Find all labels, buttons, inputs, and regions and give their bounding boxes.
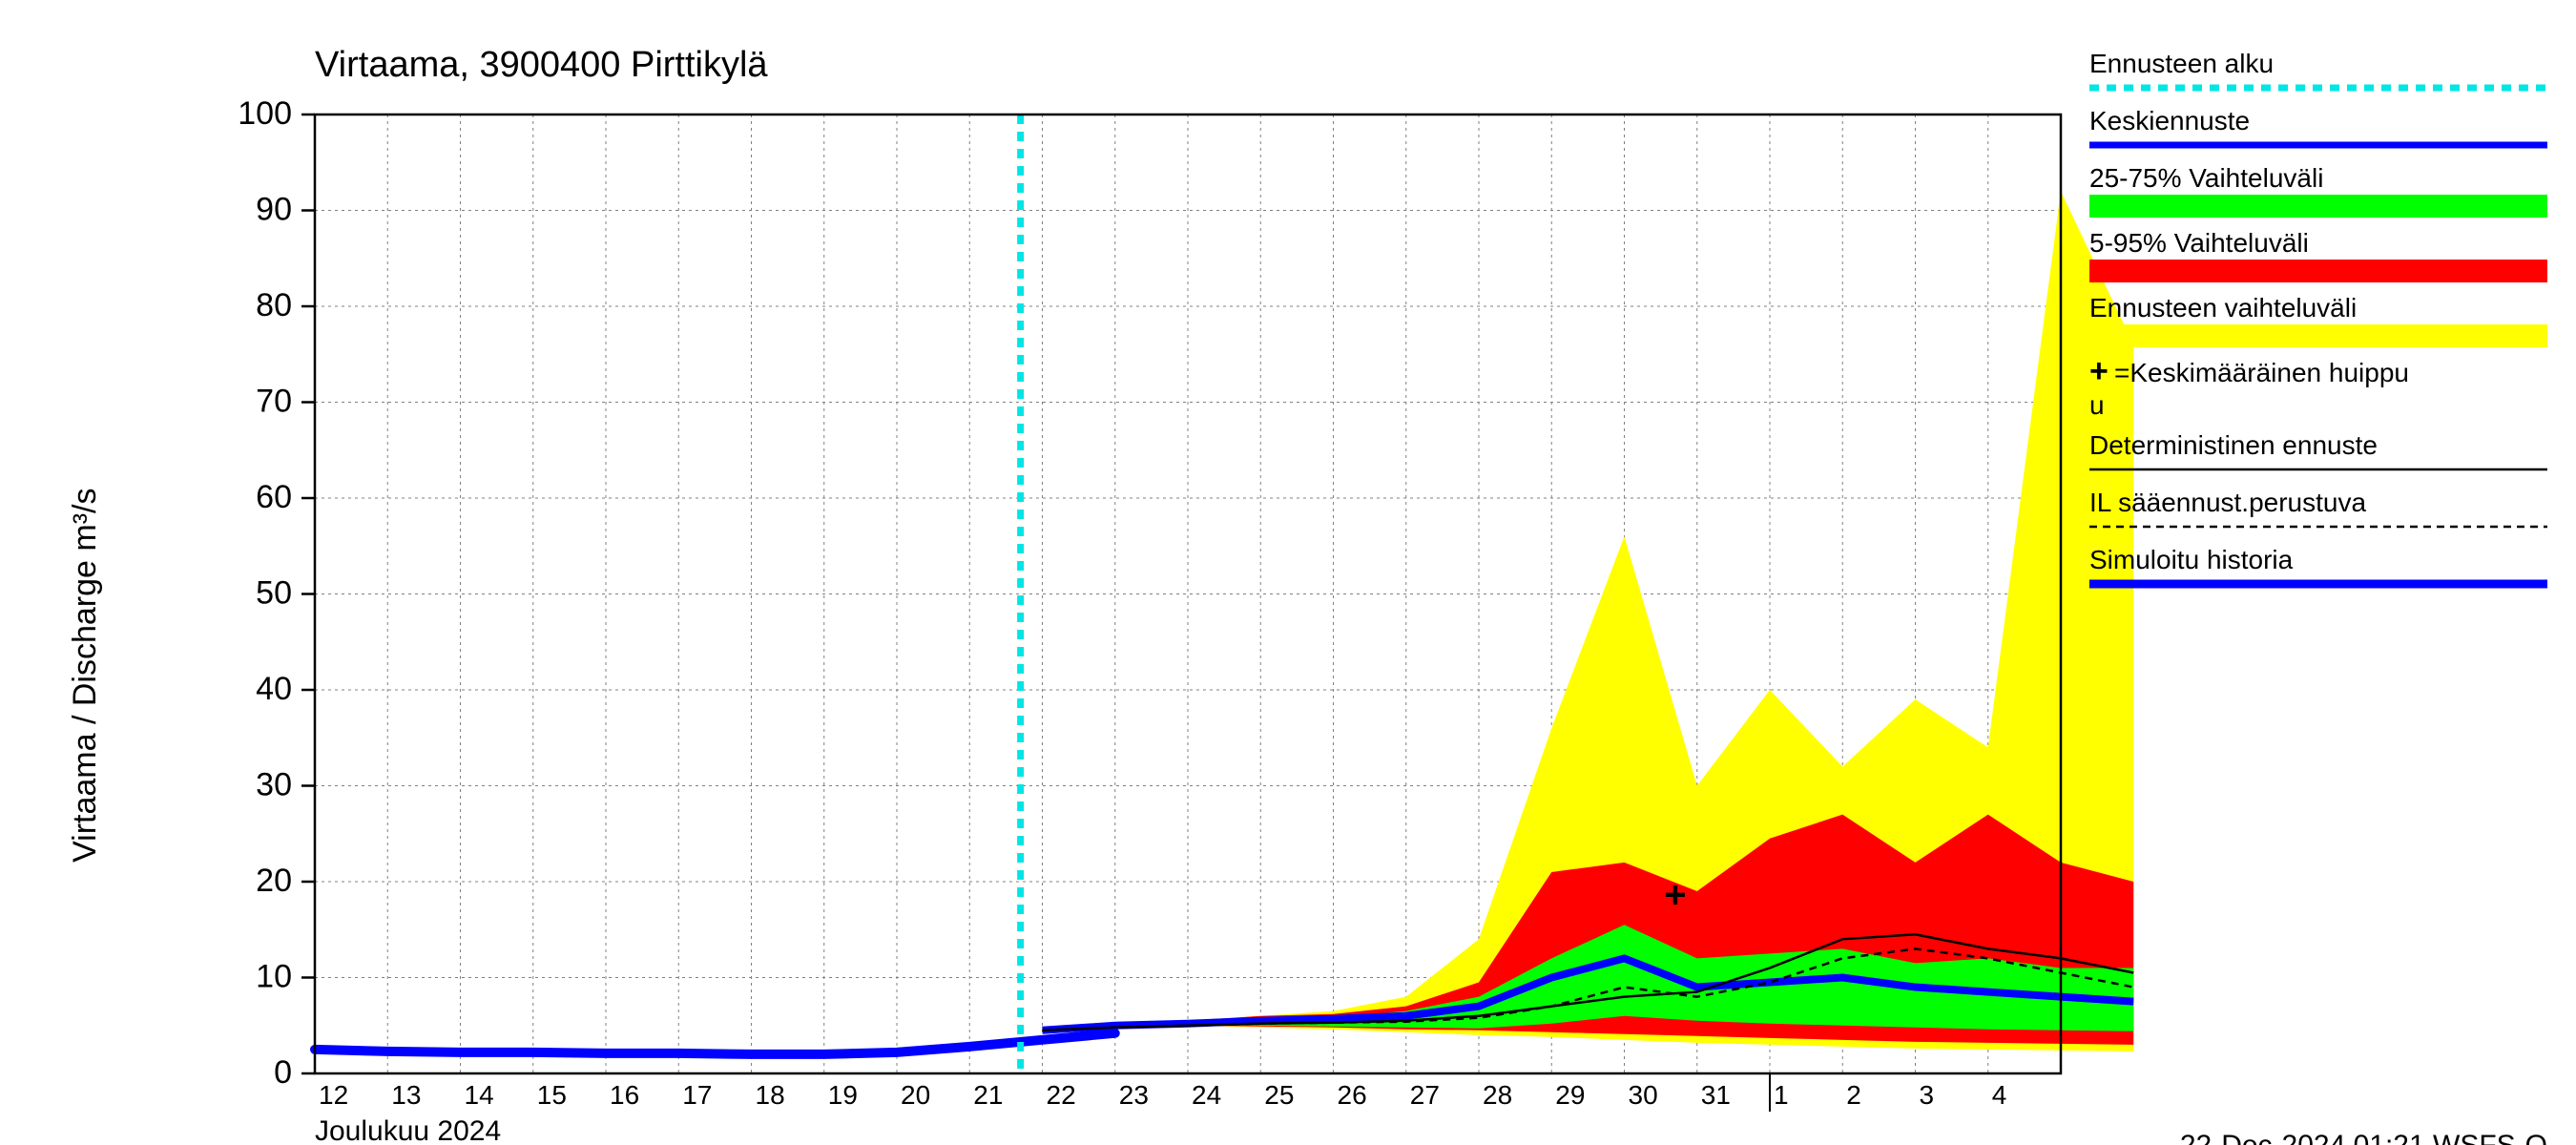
- x-tick-label: 18: [756, 1080, 785, 1110]
- x-tick-label: 16: [610, 1080, 639, 1110]
- x-tick-label: 1: [1774, 1080, 1789, 1110]
- legend-swatch: [2089, 260, 2547, 282]
- y-tick-label: 70: [256, 384, 292, 420]
- legend-label: 5-95% Vaihteluväli: [2089, 228, 2309, 258]
- x-tick-label: 21: [973, 1080, 1003, 1110]
- x-tick-label: 15: [537, 1080, 567, 1110]
- y-tick-label: 20: [256, 863, 292, 899]
- chart-container: +010203040506070809010012131415161718192…: [0, 0, 2576, 1145]
- y-tick-label: 10: [256, 959, 292, 995]
- x-tick-label: 22: [1047, 1080, 1076, 1110]
- x-tick-label: 29: [1555, 1080, 1585, 1110]
- legend-label: Deterministinen ennuste: [2089, 430, 2378, 460]
- x-axis-label-top: Joulukuu 2024: [315, 1115, 501, 1145]
- chart-svg: +010203040506070809010012131415161718192…: [0, 0, 2576, 1145]
- x-tick-label: 23: [1119, 1080, 1149, 1110]
- chart-title: Virtaama, 3900400 Pirttikylä: [315, 45, 768, 85]
- legend-label: 25-75% Vaihteluväli: [2089, 163, 2323, 193]
- x-tick-label: 24: [1192, 1080, 1221, 1110]
- x-tick-label: 17: [682, 1080, 712, 1110]
- x-tick-label: 31: [1701, 1080, 1731, 1110]
- legend-label: Ennusteen vaihteluväli: [2089, 293, 2357, 323]
- legend-label: u: [2089, 390, 2105, 420]
- legend-swatch: [2089, 324, 2547, 347]
- x-tick-label: 14: [465, 1080, 494, 1110]
- x-tick-label: 4: [1992, 1080, 2007, 1110]
- y-tick-label: 60: [256, 479, 292, 515]
- x-tick-label: 3: [1920, 1080, 1935, 1110]
- x-tick-label: 30: [1629, 1080, 1658, 1110]
- x-tick-label: 25: [1264, 1080, 1294, 1110]
- y-tick-label: 30: [256, 767, 292, 803]
- legend-label: =Keskimääräinen huippu: [2114, 358, 2409, 387]
- peak-marker: +: [1664, 874, 1686, 916]
- x-tick-label: 27: [1410, 1080, 1440, 1110]
- y-tick-label: 90: [256, 192, 292, 228]
- x-tick-label: 13: [391, 1080, 421, 1110]
- y-axis-label: Virtaama / Discharge m³/s: [67, 489, 103, 863]
- y-tick-label: 100: [238, 95, 292, 132]
- x-tick-label: 2: [1846, 1080, 1861, 1110]
- legend-label: Keskiennuste: [2089, 106, 2250, 135]
- footer-timestamp: 22-Dec-2024 01:21 WSFS-O: [2180, 1130, 2547, 1145]
- legend-label: Simuloitu historia: [2089, 545, 2294, 574]
- x-tick-label: 28: [1483, 1080, 1512, 1110]
- x-tick-label: 19: [828, 1080, 858, 1110]
- x-tick-label: 12: [319, 1080, 348, 1110]
- legend-label: Ennusteen alku: [2089, 49, 2274, 78]
- legend-label: IL sääennust.perustuva: [2089, 488, 2366, 517]
- x-tick-label: 26: [1338, 1080, 1367, 1110]
- y-tick-label: 50: [256, 575, 292, 612]
- y-tick-label: 80: [256, 287, 292, 323]
- legend-swatch: [2089, 195, 2547, 218]
- x-tick-label: 20: [901, 1080, 930, 1110]
- y-tick-label: 40: [256, 671, 292, 707]
- y-tick-label: 0: [274, 1054, 292, 1091]
- legend-marker: +: [2089, 353, 2109, 389]
